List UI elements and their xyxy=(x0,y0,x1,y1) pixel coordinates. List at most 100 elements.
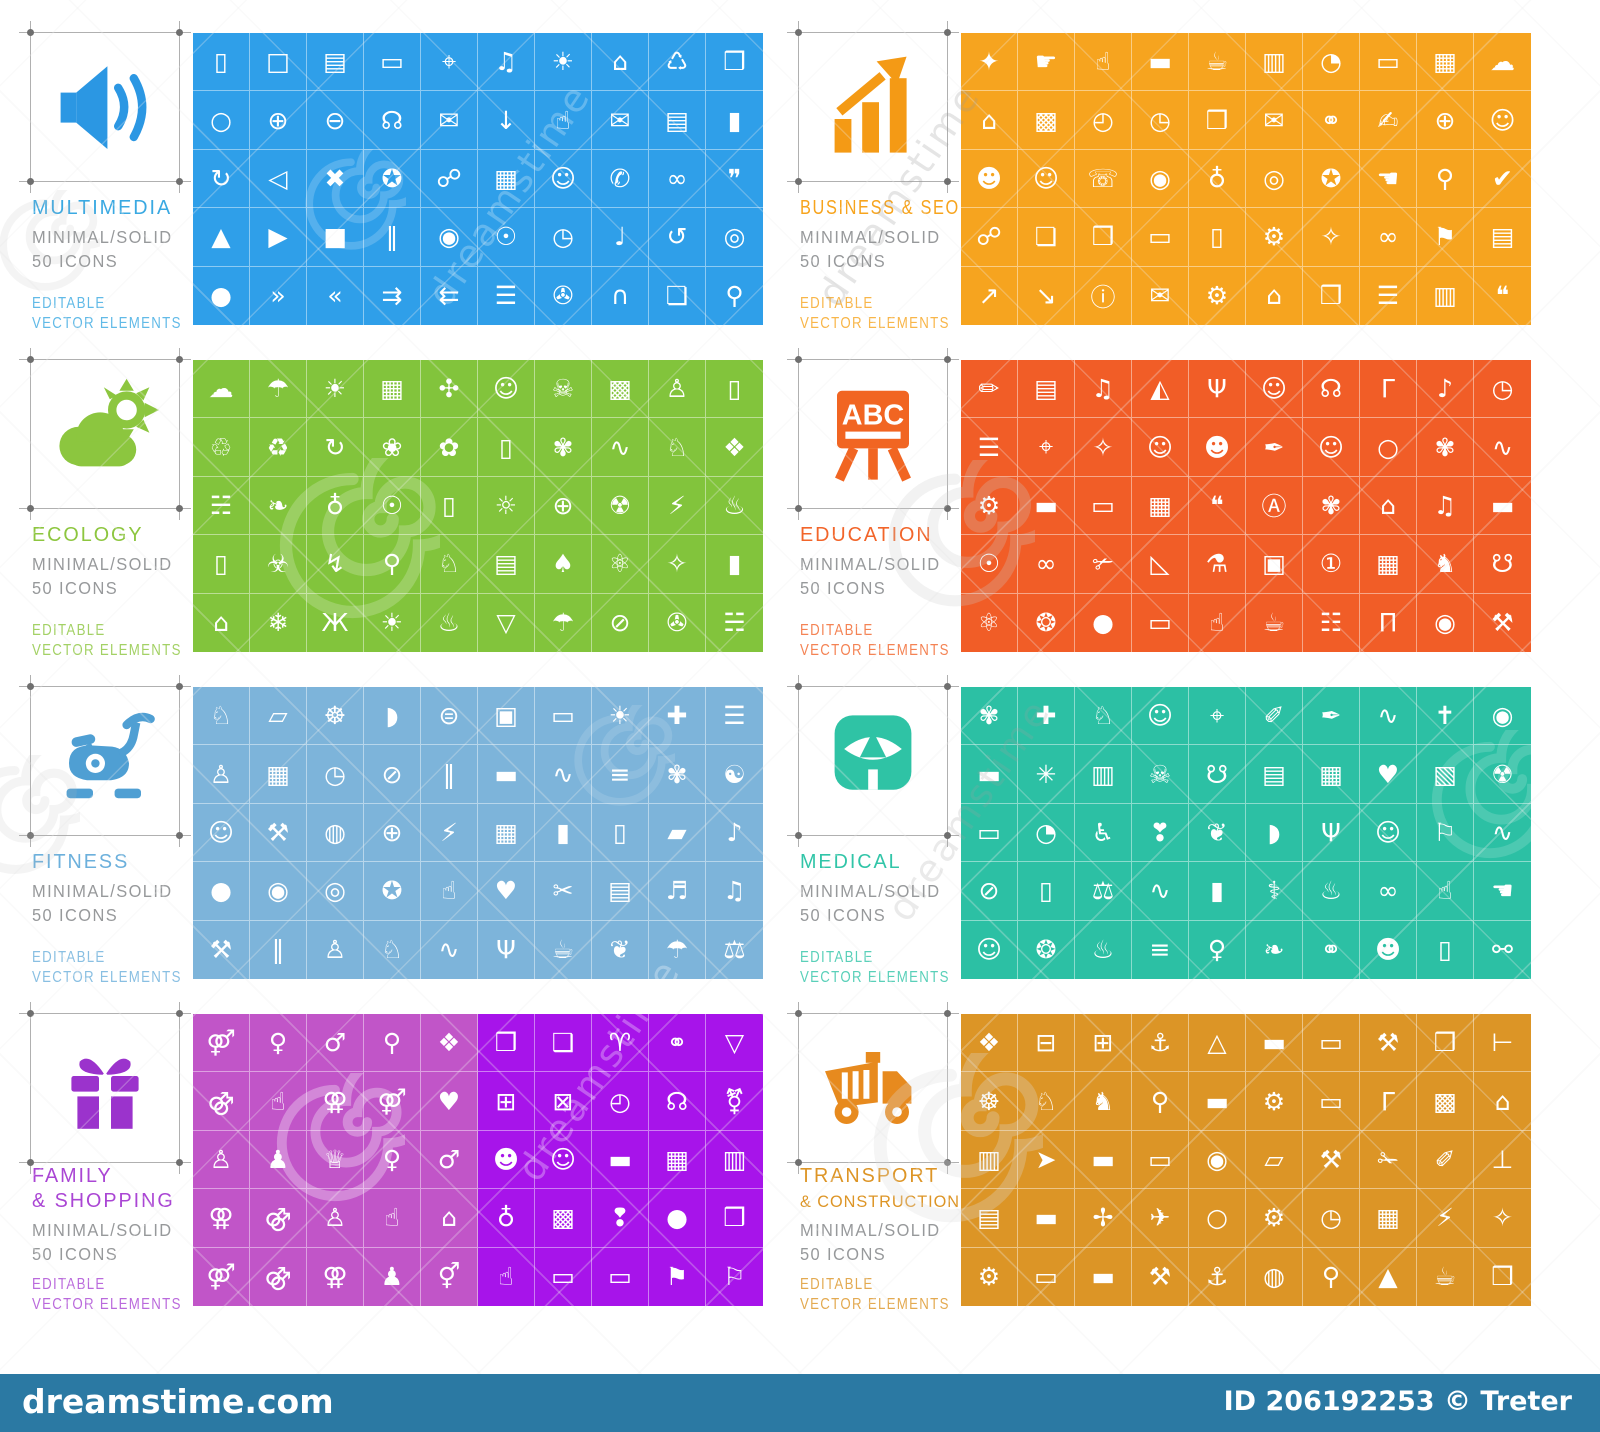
grid-icon: ❒ xyxy=(478,1014,535,1073)
grid-icon: ⊕ xyxy=(250,91,307,150)
grid-icon: ☝ xyxy=(1417,862,1474,921)
icon-set-block: ECOLOGY MINIMAL/SOLID 50 ICONS EDITABLE VECT… xyxy=(19,348,763,659)
set-text-area: MULTIMEDIA MINIMAL/SOLID 50 ICONS xyxy=(32,183,194,273)
grid-icon: ☉ xyxy=(364,476,421,536)
grid-icon: ❒ xyxy=(1474,1247,1531,1306)
set-preview-card xyxy=(19,1002,191,1174)
grid-icon: ❒ xyxy=(706,33,763,92)
grid-icon: ▯ xyxy=(478,418,535,477)
set-subtitle: 50 ICONS xyxy=(800,578,887,598)
grid-icon: ▯ xyxy=(706,360,763,419)
watermark-id-text: ID 206192253 © Treter xyxy=(1223,1386,1572,1417)
grid-icon: ☺ xyxy=(478,360,535,419)
grid-icon: ♀ xyxy=(250,1014,307,1073)
grid-icon: ☋ xyxy=(1474,535,1531,594)
grid-icon: ✚ xyxy=(1018,687,1075,746)
grid-icon: ☕ xyxy=(1246,593,1303,652)
watermark-site-text: dreamstime.com xyxy=(22,1382,334,1421)
grid-icon: ☕ xyxy=(1417,1247,1474,1306)
grid-icon: ✉ xyxy=(1132,266,1189,325)
set-subtitle: MINIMAL/SOLID xyxy=(32,1220,173,1240)
grid-icon: ♫ xyxy=(706,862,763,921)
set-text-area: ECOLOGY MINIMAL/SOLID 50 ICONS xyxy=(32,510,194,600)
grid-icon: ▰ xyxy=(649,803,706,863)
grid-icon: ▦ xyxy=(478,149,535,209)
grid-icon: ↻ xyxy=(193,149,250,209)
grid-icon: ⚭ xyxy=(1303,920,1360,979)
grid-icon: ⊥ xyxy=(1474,1130,1531,1190)
grid-icon: ✐ xyxy=(1417,1130,1474,1190)
grid-icon: ◉ xyxy=(1417,593,1474,652)
grid-icon: ❦ xyxy=(1189,803,1246,863)
grid-icon: ☊ xyxy=(364,91,421,150)
grid-icon: ↗ xyxy=(961,266,1018,325)
grid-icon: ✃ xyxy=(1075,535,1132,594)
icon-grid: ✏ ▤ ♫ ◭ Ψ ☺ ☊ Γ ♪ ◷ ☰ ⌖ ✧ ☺ ☻ ✒ ☺ ○ ✾ ∿ ⚙ ▬ ▭ ▦ ❝ Ⓐ ✾ ⌂ ♫ ▬ ☉ ∞ ✃ ◺ ⚗ ▣ ① ▦ ♞ ☋… xyxy=(961,360,1531,652)
grid-icon: ∞ xyxy=(1018,535,1075,594)
icon-set-block: FITNESS MINIMAL/SOLID 50 ICONS EDITABLE VECT… xyxy=(19,675,763,986)
grid-icon: ◎ xyxy=(307,862,364,921)
grid-icon: ☰ xyxy=(478,266,535,325)
grid-icon: ♫ xyxy=(1417,476,1474,536)
grid-icon: ⚒ xyxy=(1360,1014,1417,1073)
set-preview-card xyxy=(787,1002,959,1174)
grid-icon: ⚲ xyxy=(364,535,421,594)
set-title: TRANSPORT & CONSTRUCTION xyxy=(800,1165,960,1211)
grid-icon: ⚒ xyxy=(1303,1130,1360,1190)
grid-icon: ◷ xyxy=(535,208,592,267)
grid-icon: ⚐ xyxy=(1417,803,1474,863)
set-footnote: EDITABLE VECTOR ELEMENTS xyxy=(800,1276,950,1313)
grid-icon: ◁ xyxy=(250,149,307,209)
grid-icon: ⚲ xyxy=(1417,149,1474,209)
set-text-area: BUSINESS & SEO MINIMAL/SOLID 50 ICONS xyxy=(800,183,962,273)
grid-icon: ❝ xyxy=(1474,266,1531,325)
grid-icon: ⚥ xyxy=(421,1247,478,1306)
grid-icon: ✉ xyxy=(421,91,478,150)
grid-icon: ⌂ xyxy=(961,91,1018,150)
grid-icon: ▣ xyxy=(1246,535,1303,594)
set-subtitle: 50 ICONS xyxy=(32,578,119,598)
grid-icon: ☝ xyxy=(250,1072,307,1131)
grid-icon: ♺ xyxy=(649,33,706,92)
grid-icon: ▬ xyxy=(592,1130,649,1190)
grid-icon: Γ xyxy=(1360,360,1417,419)
grid-icon: » xyxy=(250,266,307,325)
grid-icon: ● xyxy=(193,862,250,921)
grid-icon: ☯ xyxy=(706,745,763,804)
grid-icon: ❒ xyxy=(706,1189,763,1248)
grid-icon: Ψ xyxy=(1303,803,1360,863)
grid-icon: ⊠ xyxy=(535,1072,592,1131)
grid-icon: ∿ xyxy=(421,920,478,979)
grid-icon: ▯ xyxy=(1189,208,1246,267)
grid-icon: ❣ xyxy=(1132,803,1189,863)
set-text-area: EDUCATION MINIMAL/SOLID 50 ICONS xyxy=(800,510,962,600)
grid-icon: ➤ xyxy=(1018,1130,1075,1190)
watermark-footer-bar: dreamstime.com ID 206192253 © Treter xyxy=(0,1374,1600,1432)
grid-icon: ▥ xyxy=(1246,33,1303,92)
grid-icon: ▭ xyxy=(535,1247,592,1306)
grid-icon: ● xyxy=(193,266,250,325)
grid-icon: ☵ xyxy=(193,476,250,536)
grid-icon: ☺ xyxy=(1018,149,1075,209)
grid-icon: ▦ xyxy=(1132,476,1189,536)
grid-icon: ☠ xyxy=(1132,745,1189,804)
grid-icon: ▭ xyxy=(1303,1072,1360,1131)
grid-icon: ⚭ xyxy=(649,1014,706,1073)
grid-icon: ▤ xyxy=(592,862,649,921)
grid-icon: ◉ xyxy=(421,208,478,267)
grid-icon: ❑ xyxy=(535,1014,592,1073)
grid-icon: ☀ xyxy=(535,33,592,92)
grid-icon: ▮ xyxy=(535,803,592,863)
grid-icon: ☢ xyxy=(1474,745,1531,804)
grid-icon: ⚑ xyxy=(649,1247,706,1306)
grid-icon: ✇ xyxy=(649,593,706,652)
grid-icon: ✾ xyxy=(961,687,1018,746)
set-subtitle: MINIMAL/SOLID xyxy=(800,1220,941,1240)
weight-scale-icon xyxy=(834,715,912,790)
set-text-area: FITNESS MINIMAL/SOLID 50 ICONS xyxy=(32,837,194,927)
grid-icon: Ψ xyxy=(478,920,535,979)
grid-icon: ☺ xyxy=(1360,803,1417,863)
icon-grid: ✦ ☛ ☝ ▬ ☕ ▥ ◔ ▭ ▦ ☁ ⌂ ▩ ◴ ◷ ❒ ✉ ⚭ ✍ ⊕ ☺ ☻ ☺ ☏ ◉ ♁ ◎ ✪ ☚ ⚲ ✔ ☍ ❏ ❒ ▭ ▯ ⚙ ✧ ∞ ⚑ ▤… xyxy=(961,33,1531,325)
grid-icon: ⚡ xyxy=(1417,1189,1474,1248)
grid-icon: ♙ xyxy=(649,360,706,419)
